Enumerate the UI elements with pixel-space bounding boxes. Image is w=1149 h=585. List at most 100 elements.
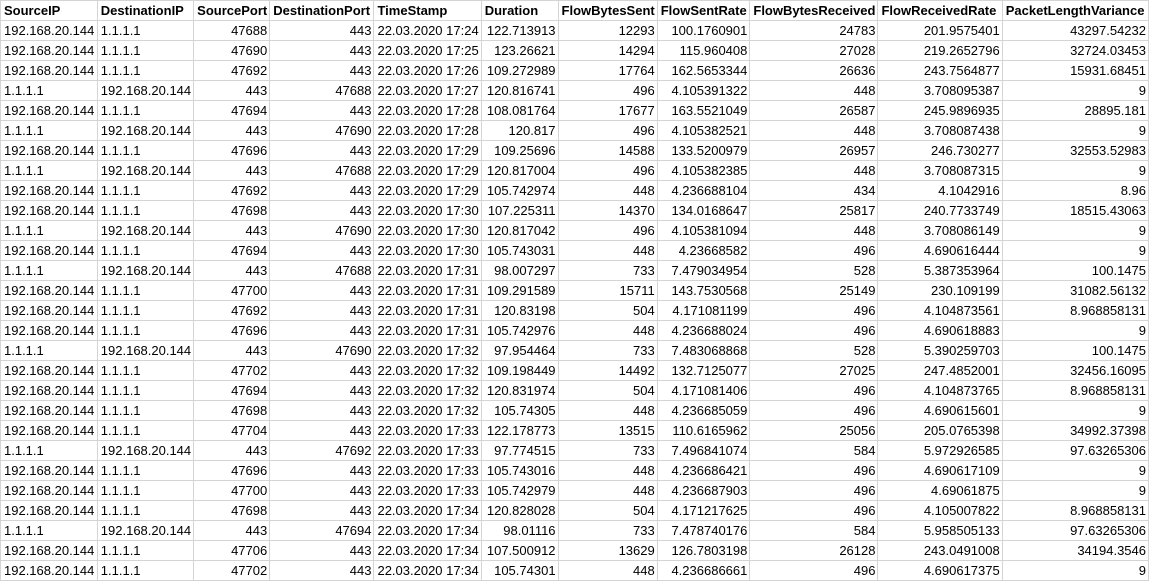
table-cell[interactable]: 22.03.2020 17:28 [373, 120, 482, 141]
table-cell[interactable]: 448 [557, 480, 658, 501]
table-cell[interactable]: 448 [749, 120, 879, 141]
table-cell[interactable]: 97.954464 [480, 340, 559, 361]
table-cell[interactable]: 246.730277 [877, 140, 1003, 161]
table-cell[interactable]: 4.104873765 [877, 380, 1003, 401]
table-cell[interactable]: 47688 [269, 260, 375, 281]
header-cell-flow-received-rate[interactable]: FlowReceivedRate [877, 0, 1003, 21]
table-cell[interactable]: 528 [749, 340, 879, 361]
table-cell[interactable]: 47702 [193, 360, 271, 381]
table-cell[interactable]: 443 [269, 200, 375, 221]
table-cell[interactable]: 4.105007822 [877, 500, 1003, 521]
table-cell[interactable]: 8.968858131 [1001, 380, 1149, 401]
table-cell[interactable]: 443 [269, 500, 375, 521]
table-cell[interactable]: 120.816741 [480, 80, 559, 101]
table-cell[interactable]: 9 [1001, 400, 1149, 421]
table-cell[interactable]: 4.690617375 [877, 560, 1003, 581]
table-cell[interactable]: 496 [557, 120, 658, 141]
table-cell[interactable]: 9 [1001, 240, 1149, 261]
table-cell[interactable]: 584 [749, 520, 879, 541]
table-cell[interactable]: 105.743016 [480, 460, 559, 481]
table-cell[interactable]: 32724.03453 [1001, 40, 1149, 61]
table-cell[interactable]: 105.74301 [480, 560, 559, 581]
table-cell[interactable]: 205.0765398 [877, 420, 1003, 441]
table-cell[interactable]: 26957 [749, 140, 879, 161]
table-cell[interactable]: 105.74305 [480, 400, 559, 421]
table-cell[interactable]: 22.03.2020 17:32 [373, 380, 482, 401]
table-cell[interactable]: 17677 [557, 100, 658, 121]
table-cell[interactable]: 240.7733749 [877, 200, 1003, 221]
table-cell[interactable]: 448 [557, 460, 658, 481]
table-cell[interactable]: 496 [749, 400, 879, 421]
table-cell[interactable]: 22.03.2020 17:29 [373, 160, 482, 181]
table-cell[interactable]: 7.496841074 [656, 440, 751, 461]
table-cell[interactable]: 1.1.1.1 [96, 300, 195, 321]
table-cell[interactable]: 443 [269, 320, 375, 341]
table-cell[interactable]: 504 [557, 380, 658, 401]
table-cell[interactable]: 496 [749, 480, 879, 501]
table-cell[interactable]: 47692 [193, 300, 271, 321]
table-cell[interactable]: 733 [557, 440, 658, 461]
table-cell[interactable]: 31082.56132 [1001, 280, 1149, 301]
table-cell[interactable]: 443 [193, 220, 271, 241]
table-cell[interactable]: 443 [269, 400, 375, 421]
table-cell[interactable]: 192.168.20.144 [96, 440, 195, 461]
table-cell[interactable]: 4.171081406 [656, 380, 751, 401]
table-cell[interactable]: 4.690615601 [877, 400, 1003, 421]
table-cell[interactable]: 22.03.2020 17:29 [373, 140, 482, 161]
table-cell[interactable]: 443 [269, 460, 375, 481]
table-cell[interactable]: 120.831974 [480, 380, 559, 401]
table-cell[interactable]: 14370 [557, 200, 658, 221]
table-cell[interactable]: 47700 [193, 480, 271, 501]
table-cell[interactable]: 32456.16095 [1001, 360, 1149, 381]
table-cell[interactable]: 14492 [557, 360, 658, 381]
table-cell[interactable]: 584 [749, 440, 879, 461]
table-cell[interactable]: 192.168.20.144 [0, 560, 98, 581]
table-cell[interactable]: 192.168.20.144 [0, 20, 98, 41]
table-cell[interactable]: 13629 [557, 540, 658, 561]
table-cell[interactable]: 22.03.2020 17:33 [373, 460, 482, 481]
table-cell[interactable]: 443 [269, 480, 375, 501]
table-cell[interactable]: 201.9575401 [877, 20, 1003, 41]
table-cell[interactable]: 28895.181 [1001, 100, 1149, 121]
header-cell-destination-port[interactable]: DestinationPort [269, 0, 375, 21]
table-cell[interactable]: 1.1.1.1 [96, 420, 195, 441]
table-cell[interactable]: 3.708095387 [877, 80, 1003, 101]
table-cell[interactable]: 192.168.20.144 [0, 200, 98, 221]
table-cell[interactable]: 47694 [193, 240, 271, 261]
table-cell[interactable]: 98.01116 [480, 520, 559, 541]
table-cell[interactable]: 504 [557, 300, 658, 321]
table-cell[interactable]: 496 [749, 560, 879, 581]
table-cell[interactable]: 1.1.1.1 [96, 40, 195, 61]
table-cell[interactable]: 4.236685059 [656, 400, 751, 421]
table-cell[interactable]: 9 [1001, 560, 1149, 581]
table-cell[interactable]: 22.03.2020 17:30 [373, 200, 482, 221]
table-cell[interactable]: 109.272989 [480, 60, 559, 81]
table-cell[interactable]: 22.03.2020 17:31 [373, 260, 482, 281]
table-cell[interactable]: 1.1.1.1 [0, 340, 98, 361]
table-cell[interactable]: 443 [269, 140, 375, 161]
table-cell[interactable]: 17764 [557, 60, 658, 81]
table-cell[interactable]: 448 [749, 160, 879, 181]
table-cell[interactable]: 47696 [193, 320, 271, 341]
table-cell[interactable]: 733 [557, 260, 658, 281]
table-cell[interactable]: 192.168.20.144 [0, 460, 98, 481]
header-cell-flow-bytes-sent[interactable]: FlowBytesSent [557, 0, 658, 21]
table-cell[interactable]: 14294 [557, 40, 658, 61]
table-cell[interactable]: 34194.3546 [1001, 540, 1149, 561]
table-cell[interactable]: 24783 [749, 20, 879, 41]
table-cell[interactable]: 115.960408 [656, 40, 751, 61]
table-cell[interactable]: 1.1.1.1 [0, 160, 98, 181]
table-cell[interactable]: 126.7803198 [656, 540, 751, 561]
table-cell[interactable]: 43297.54232 [1001, 20, 1149, 41]
table-cell[interactable]: 9 [1001, 320, 1149, 341]
table-cell[interactable]: 504 [557, 500, 658, 521]
table-cell[interactable]: 443 [269, 380, 375, 401]
table-cell[interactable]: 22.03.2020 17:28 [373, 100, 482, 121]
table-cell[interactable]: 26636 [749, 60, 879, 81]
table-cell[interactable]: 9 [1001, 80, 1149, 101]
table-cell[interactable]: 120.83198 [480, 300, 559, 321]
table-cell[interactable]: 9 [1001, 460, 1149, 481]
table-cell[interactable]: 4.104873561 [877, 300, 1003, 321]
table-cell[interactable]: 47698 [193, 500, 271, 521]
table-cell[interactable]: 4.236688104 [656, 180, 751, 201]
